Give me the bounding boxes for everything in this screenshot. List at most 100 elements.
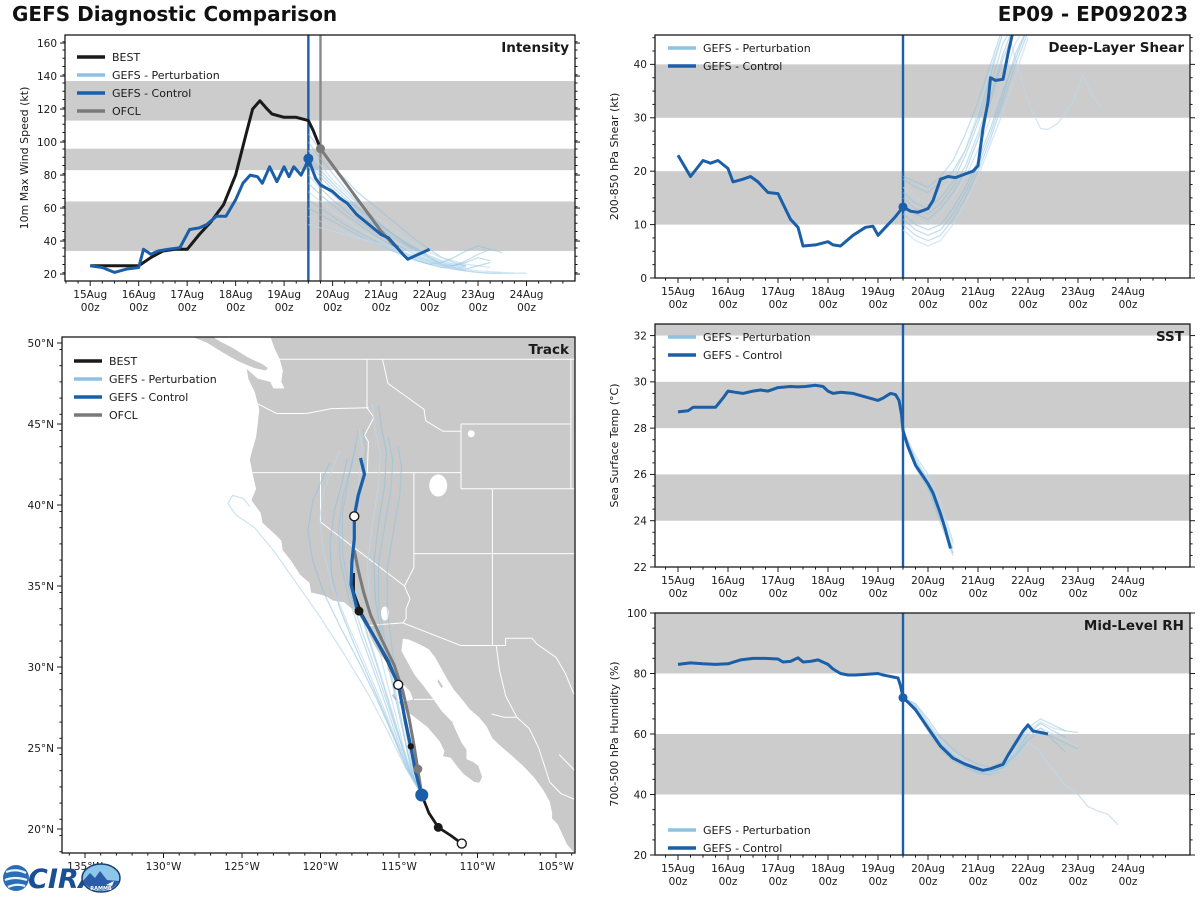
svg-text:GEFS - Perturbation: GEFS - Perturbation	[703, 824, 811, 837]
track-series-pert-track-7	[338, 443, 423, 796]
page-title: GEFS Diagnostic Comparison	[12, 2, 338, 26]
svg-text:20: 20	[634, 166, 647, 178]
intensity-series-pert-14	[307, 154, 466, 267]
sst-series-pert-5	[902, 430, 954, 545]
svg-text:BEST: BEST	[112, 51, 140, 64]
intensity-panel: 15Aug 00z 16Aug 00z 17Aug 00z 18Aug 00z 19Aug 00z…	[18, 34, 580, 314]
shear-series-GEFS-Control	[676, 35, 1014, 248]
track-legend: BEST GEFS - Perturbation GEFS - Control OFC…	[74, 355, 217, 422]
svg-text:30°N: 30°N	[28, 662, 54, 674]
svg-text:700-500 hPa Humidity (%): 700-500 hPa Humidity (%)	[608, 661, 621, 806]
shear-series-pert-1	[902, 35, 1003, 194]
track-position-marker	[413, 764, 423, 774]
intensity-axis-ticks	[60, 41, 580, 286]
intensity-legend: BEST GEFS - Perturbation GEFS - Control OFC…	[77, 51, 220, 118]
track-series-pert-track-5	[227, 494, 423, 796]
shear-series-pert-10	[902, 35, 1025, 236]
track-series-pert-track-3	[367, 404, 423, 796]
rh-band	[655, 613, 1190, 674]
svg-text:80: 80	[44, 170, 57, 182]
svg-text:40: 40	[634, 789, 647, 801]
svg-text:GEFS - Control: GEFS - Control	[703, 349, 782, 362]
sst-series-GEFS-Control	[677, 383, 952, 549]
sst-band	[655, 324, 1190, 336]
shear-series-pert-6	[902, 37, 1029, 247]
svg-text:125°W: 125°W	[224, 861, 260, 873]
state-border	[365, 622, 566, 674]
state-border	[495, 645, 518, 718]
svg-text:OFCL: OFCL	[109, 409, 139, 422]
svg-text:GEFS - Perturbation: GEFS - Perturbation	[112, 69, 220, 82]
track-position-marker	[349, 511, 360, 522]
track-series-pert-track-9	[386, 446, 423, 796]
sst-band	[655, 474, 1190, 521]
svg-text:35°N: 35°N	[28, 581, 54, 593]
rh-series	[677, 656, 1119, 826]
svg-text:120°W: 120°W	[303, 861, 339, 873]
svg-text:20: 20	[44, 269, 57, 281]
sst-series	[677, 383, 954, 556]
svg-text:OFCL: OFCL	[112, 105, 142, 118]
track-series-pert-track-10	[373, 406, 423, 796]
rh-legend: GEFS - Perturbation GEFS - Control	[668, 824, 811, 855]
track-series-pert-track-6	[307, 462, 423, 796]
shear-band	[655, 64, 1190, 118]
svg-text:SST: SST	[1156, 329, 1185, 345]
state-border	[549, 781, 575, 800]
svg-text:140: 140	[37, 71, 57, 83]
track-panel: 135°W 130°W 125°W 120°W 115°W 110°W 105°W20°N2…	[28, 336, 576, 873]
svg-text:GEFS - Perturbation: GEFS - Perturbation	[109, 373, 217, 386]
svg-text:20°N: 20°N	[28, 824, 54, 836]
storm-id-title: EP09 - EP092023	[997, 2, 1188, 26]
lake	[429, 474, 448, 497]
state-border	[382, 359, 461, 432]
svg-text:10m Max Wind Speed (kt): 10m Max Wind Speed (kt)	[18, 87, 31, 230]
rh-axis-ticks	[650, 612, 1195, 860]
sst-band	[655, 381, 1190, 429]
svg-text:25°N: 25°N	[28, 743, 54, 755]
track-position-marker	[407, 743, 414, 750]
svg-text:100: 100	[627, 608, 647, 620]
land-polygon	[193, 337, 268, 371]
intensity-marker	[303, 153, 314, 164]
track-axis-ticks	[57, 342, 573, 858]
cira-rammb-logo: CIRA RAMMB	[2, 856, 122, 900]
intensity-series-BEST	[90, 99, 322, 268]
state-border	[257, 403, 369, 414]
track-position-marker	[433, 822, 443, 832]
rh-panel: 15Aug 00z 16Aug 00z 17Aug 00z 18Aug 00z 19Aug 00z…	[608, 608, 1195, 888]
svg-text:45°N: 45°N	[28, 419, 54, 431]
rh-band	[655, 734, 1190, 795]
state-border	[564, 673, 575, 696]
sst-panel: 15Aug 00z 16Aug 00z 17Aug 00z 18Aug 00z 19Aug 00z…	[608, 323, 1195, 600]
intensity-series	[89, 99, 527, 274]
shear-series-pert-11	[1008, 35, 1102, 131]
svg-text:22: 22	[634, 562, 647, 574]
track-position-marker	[415, 788, 429, 802]
svg-text:60: 60	[634, 729, 647, 741]
svg-text:40°N: 40°N	[28, 500, 54, 512]
